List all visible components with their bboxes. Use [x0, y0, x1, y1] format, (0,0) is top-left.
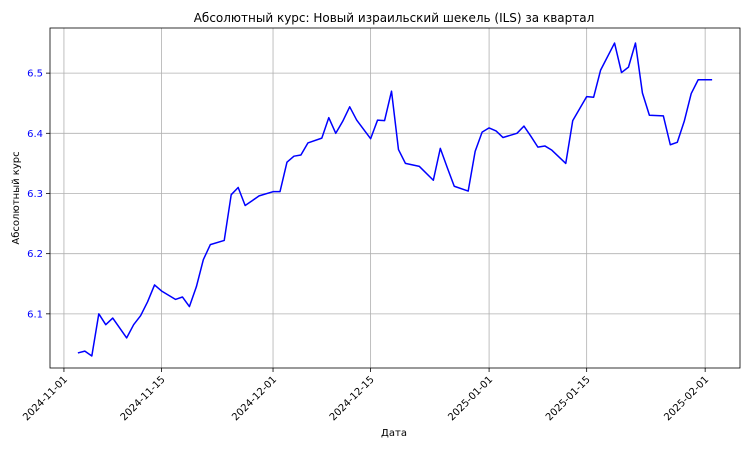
x-tick-label: 2025-01-01 [446, 374, 495, 423]
plot-frame [49, 27, 741, 369]
x-tick-label: 2025-02-01 [662, 374, 711, 423]
y-tick-label: 6.4 [27, 129, 43, 140]
y-tick-label: 6.3 [27, 189, 43, 200]
grid [50, 28, 740, 368]
y-axis-label: Абсолютный курс [11, 151, 22, 244]
x-tick-label: 2024-11-01 [21, 374, 70, 423]
series-line [77, 42, 713, 357]
y-tick-label: 6.2 [27, 249, 43, 260]
x-tick-label: 2024-12-15 [328, 374, 377, 423]
x-tick-label: 2024-12-01 [230, 374, 279, 423]
x-tick-label: 2024-11-15 [119, 374, 168, 423]
y-tick-label: 6.5 [27, 69, 43, 80]
x-tick-label: 2025-01-15 [544, 374, 593, 423]
y-tick-label: 6.1 [27, 309, 43, 320]
y-axis: 6.1 6.2 6.3 6.4 6.5 [27, 69, 50, 320]
x-axis: 2024-11-01 2024-11-15 2024-12-01 2024-12-15… [21, 368, 711, 423]
x-axis-label: Дата [381, 428, 407, 439]
chart-title: Абсолютный курс: Новый израильский шекел… [194, 11, 595, 25]
series-layer [77, 42, 713, 357]
